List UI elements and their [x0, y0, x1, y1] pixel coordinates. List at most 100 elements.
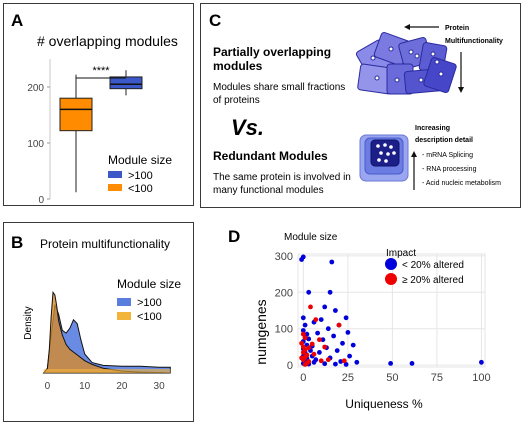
point-low-impact [306, 289, 312, 295]
density-chart: B Protein multifunctionality Density 0 10… [11, 233, 181, 392]
point-low-impact [300, 254, 306, 260]
x-tick-label: 75 [431, 372, 443, 384]
y-tick-label: 300 [275, 251, 293, 263]
point-low-impact [331, 333, 336, 339]
density-series [42, 290, 171, 374]
point-low-impact [327, 289, 333, 295]
point-high-impact [317, 337, 322, 343]
point-low-impact [479, 359, 484, 365]
legend-dot-high [385, 273, 397, 285]
point-low-impact [333, 361, 338, 367]
y-axis: 0 100 200 [27, 59, 51, 206]
legend-title: Impact [386, 248, 416, 259]
arrow-label-line2: Multifunctionality [445, 38, 503, 45]
x-axis: 0 10 20 30 [45, 381, 165, 392]
panel-d: D Module size 0 25 50 75 100 0 100 200 300 numge… [200, 222, 521, 422]
point-high-impact [306, 345, 312, 351]
legend-label-large: >100 [137, 297, 162, 309]
legend-title: Module size [117, 277, 181, 291]
panel-a: A # overlapping modules 0 100 200 **** Mod… [3, 3, 194, 206]
point-low-impact [306, 336, 312, 342]
point-low-impact [311, 359, 317, 365]
point-low-impact [350, 342, 356, 348]
point-high-impact [336, 322, 342, 328]
point-low-impact [345, 330, 351, 335]
y-tick-label: 100 [275, 324, 293, 336]
detail-item-2: - RNA processing [422, 166, 477, 173]
point-high-impact [341, 358, 347, 364]
point-low-impact [409, 361, 415, 366]
y-axis-label: Density [23, 306, 34, 339]
box-series [59, 70, 143, 193]
versus-label: Vs. [231, 115, 264, 140]
point-low-impact [317, 350, 322, 355]
point-low-impact [333, 308, 338, 313]
point-low-impact [329, 259, 335, 265]
legend-swatch-small [108, 184, 122, 191]
chart-title: Protein multifunctionality [40, 237, 170, 251]
point-high-impact [300, 331, 306, 337]
point-low-impact [318, 317, 324, 322]
down-arrow-head [458, 87, 464, 93]
panel-b-letter: B [11, 233, 23, 252]
point-high-impact [300, 350, 306, 355]
legend-swatch-small [117, 312, 131, 320]
point-high-impact [318, 358, 324, 364]
y-tick-label: 200 [275, 287, 293, 299]
point-high-impact [299, 340, 304, 346]
body-overlapping: Modules share small fractions of proteins [213, 82, 345, 106]
detail-item-1: - mRNA Splicing [422, 152, 473, 159]
chart-title: # overlapping modules [37, 33, 178, 49]
panel-c: C Partially overlapping modules Modules s… [200, 3, 521, 208]
x-tick-label: 0 [300, 372, 306, 384]
point-low-impact [322, 361, 328, 367]
point-low-impact [343, 362, 349, 367]
up-arrow-head [411, 151, 417, 157]
significance-label: **** [92, 65, 110, 77]
point-low-impact [325, 326, 331, 332]
x-tick-label: 20 [116, 381, 128, 392]
point-low-impact [322, 304, 328, 310]
panel-d-letter: D [228, 227, 240, 246]
legend-swatch-large [117, 298, 131, 306]
legend-label-low: < 20% altered [402, 260, 464, 271]
module-size-label: Module size [284, 232, 338, 243]
point-low-impact [300, 315, 306, 321]
detail-line2: description detail [415, 137, 473, 144]
point-low-impact [320, 337, 326, 343]
redundant-modules-illustration [359, 134, 409, 182]
point-low-impact [343, 315, 349, 321]
legend-label-small: <100 [128, 183, 153, 195]
point-high-impact [322, 344, 328, 350]
x-tick-label: 100 [472, 372, 490, 384]
left-arrow-head [404, 24, 410, 30]
point-low-impact [354, 359, 360, 365]
panel-b: B Protein multifunctionality Density 0 10… [3, 222, 194, 422]
y-axis-label: numgenes [253, 299, 269, 364]
point-high-impact [309, 341, 315, 347]
legend-label-large: >100 [128, 170, 153, 182]
x-tick-label: 50 [386, 372, 398, 384]
y-tick-label: 200 [27, 83, 44, 94]
axes: 0 25 50 75 100 0 100 200 300 [275, 251, 491, 384]
panel-a-letter: A [11, 11, 23, 30]
concept-diagram: C Partially overlapping modules Modules s… [209, 11, 503, 196]
point-low-impact [334, 348, 340, 353]
legend-swatch-large [108, 171, 122, 178]
point-low-impact [302, 322, 308, 328]
detail-item-3: - Acid nucleic metabolism [422, 180, 501, 187]
y-tick-label: 0 [287, 360, 293, 372]
point-low-impact [338, 359, 344, 364]
point-high-impact [311, 351, 317, 357]
point-high-impact [302, 362, 308, 367]
point-high-impact [313, 317, 319, 322]
heading-overlapping: Partially overlapping modules [213, 45, 331, 73]
legend-dot-low [385, 258, 397, 270]
body-redundant: The same protein is involved in many func… [213, 172, 351, 196]
arrow-label-line1: Protein [445, 25, 469, 32]
x-tick-label: 30 [154, 381, 166, 392]
point-low-impact [388, 361, 393, 366]
scatter-chart: D Module size 0 25 50 75 100 0 100 200 300 numge… [228, 227, 491, 411]
y-tick-label: 100 [27, 139, 44, 150]
panel-c-letter: C [209, 11, 221, 30]
